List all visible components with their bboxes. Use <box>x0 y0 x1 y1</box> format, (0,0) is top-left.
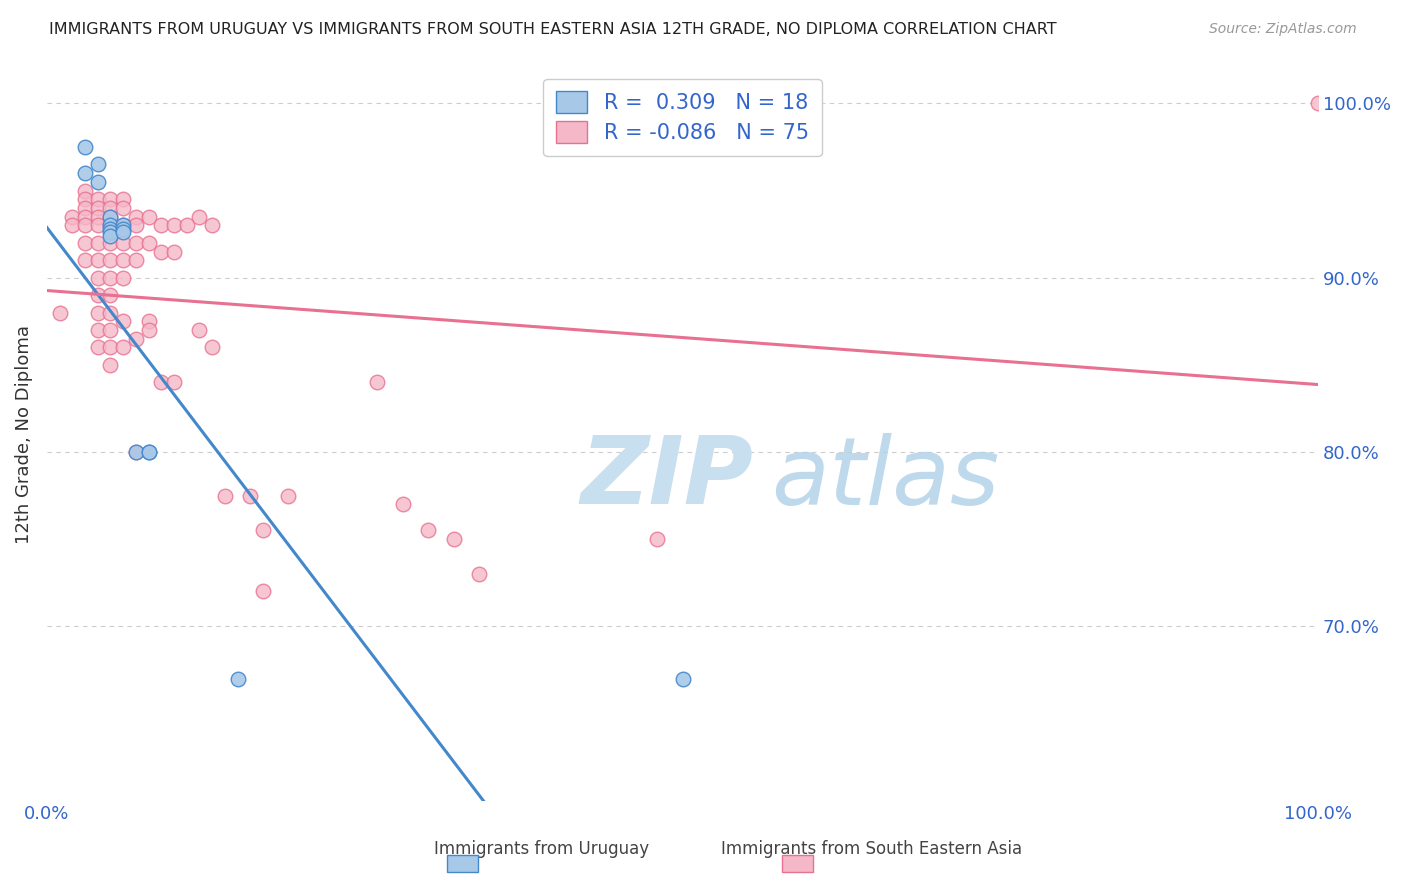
Point <box>1308 96 1330 111</box>
Text: Immigrants from Uruguay: Immigrants from Uruguay <box>433 840 650 858</box>
Point <box>87 192 110 206</box>
Point <box>100 235 122 250</box>
Point <box>100 340 122 354</box>
Point <box>73 201 96 215</box>
Point <box>125 210 148 224</box>
Point <box>138 445 160 459</box>
Point <box>100 226 122 240</box>
Point <box>60 210 83 224</box>
Point <box>645 532 668 546</box>
Point <box>252 584 274 599</box>
Point <box>163 244 186 259</box>
Point <box>100 253 122 268</box>
Point <box>226 672 249 686</box>
Point <box>100 222 122 236</box>
Text: atlas: atlas <box>772 433 1000 524</box>
Point <box>125 445 148 459</box>
Point <box>112 314 135 328</box>
Point <box>100 201 122 215</box>
Point <box>60 219 83 233</box>
Point <box>73 184 96 198</box>
Point <box>87 323 110 337</box>
Point <box>201 219 224 233</box>
Point <box>100 228 122 243</box>
Point <box>418 524 440 538</box>
Text: ZIP: ZIP <box>581 433 754 524</box>
Point <box>73 210 96 224</box>
Point <box>112 201 135 215</box>
Point <box>87 288 110 302</box>
Point <box>87 340 110 354</box>
Point <box>239 489 262 503</box>
Point <box>201 340 224 354</box>
Point <box>150 376 173 390</box>
Point <box>112 270 135 285</box>
Point <box>100 358 122 372</box>
Point <box>87 253 110 268</box>
Point <box>277 489 299 503</box>
Text: Source: ZipAtlas.com: Source: ZipAtlas.com <box>1209 22 1357 37</box>
Point <box>252 524 274 538</box>
Point <box>392 497 415 511</box>
Legend: R =  0.309   N = 18, R = -0.086   N = 75: R = 0.309 N = 18, R = -0.086 N = 75 <box>544 78 821 156</box>
Point <box>125 219 148 233</box>
Point <box>163 219 186 233</box>
Point <box>188 323 211 337</box>
Point <box>150 219 173 233</box>
Point <box>73 253 96 268</box>
Point <box>138 314 160 328</box>
Point <box>100 219 122 233</box>
Point <box>87 235 110 250</box>
Point <box>87 210 110 224</box>
Point <box>112 235 135 250</box>
Point <box>188 210 211 224</box>
Point <box>138 210 160 224</box>
Point <box>176 219 198 233</box>
Point <box>366 376 388 390</box>
Point <box>138 445 160 459</box>
Point <box>112 192 135 206</box>
Point <box>125 253 148 268</box>
Point <box>100 219 122 233</box>
Y-axis label: 12th Grade, No Diploma: 12th Grade, No Diploma <box>15 325 32 544</box>
Point <box>112 340 135 354</box>
Point <box>125 445 148 459</box>
Point <box>150 244 173 259</box>
Point <box>100 210 122 224</box>
Point <box>73 192 96 206</box>
Point <box>87 175 110 189</box>
Point <box>112 222 135 236</box>
Text: IMMIGRANTS FROM URUGUAY VS IMMIGRANTS FROM SOUTH EASTERN ASIA 12TH GRADE, NO DIP: IMMIGRANTS FROM URUGUAY VS IMMIGRANTS FR… <box>49 22 1057 37</box>
Point <box>138 323 160 337</box>
Point <box>671 672 693 686</box>
Point <box>48 305 70 319</box>
Point <box>468 567 491 582</box>
Point <box>100 270 122 285</box>
Point <box>112 219 135 233</box>
Point <box>214 489 236 503</box>
Point <box>125 332 148 346</box>
Text: Immigrants from South Eastern Asia: Immigrants from South Eastern Asia <box>721 840 1022 858</box>
Point <box>87 201 110 215</box>
Point <box>443 532 465 546</box>
Point <box>163 376 186 390</box>
Point <box>100 210 122 224</box>
Point <box>100 323 122 337</box>
Point <box>112 253 135 268</box>
Point <box>87 219 110 233</box>
Point <box>73 219 96 233</box>
Point <box>100 288 122 302</box>
Point <box>100 305 122 319</box>
Point <box>138 235 160 250</box>
Point <box>87 157 110 171</box>
Point <box>87 305 110 319</box>
Point <box>73 166 96 180</box>
Point <box>125 235 148 250</box>
Point <box>87 270 110 285</box>
Point <box>73 140 96 154</box>
Point <box>73 235 96 250</box>
Point <box>112 226 135 240</box>
Point <box>112 219 135 233</box>
Point <box>100 192 122 206</box>
